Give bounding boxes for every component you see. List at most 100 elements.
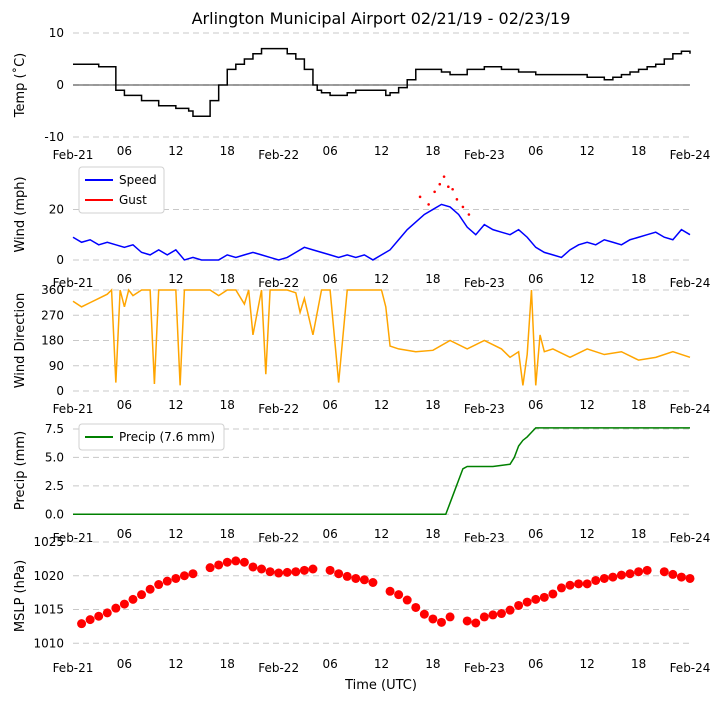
mslp-point	[214, 560, 224, 570]
x-tick-label: 06	[322, 272, 337, 286]
x-tick-label: 18	[425, 398, 440, 412]
x-tick-label: Feb-22	[258, 276, 299, 290]
mslp-point	[445, 612, 455, 622]
mslp-point	[574, 579, 584, 589]
mslp-point	[591, 575, 601, 585]
x-tick-label: 06	[322, 657, 337, 671]
mslp-point	[428, 614, 438, 624]
gust-point	[467, 213, 471, 216]
mslp-point	[582, 579, 592, 589]
mslp-point	[402, 595, 412, 605]
y-tick-label: 7.5	[45, 422, 64, 436]
x-tick-label: 18	[425, 144, 440, 158]
x-tick-label: Feb-23	[464, 661, 505, 675]
mslp-point	[274, 568, 284, 578]
mslp-point	[85, 615, 95, 625]
gust-point	[418, 195, 422, 199]
mslp-point	[299, 565, 309, 575]
mslp-point	[359, 575, 369, 585]
mslp-point	[608, 572, 618, 582]
mslp-point	[308, 564, 318, 574]
mslp-point	[342, 571, 352, 581]
y-tick-label: 20	[49, 202, 64, 216]
mslp-point	[77, 619, 87, 629]
x-tick-label: 18	[631, 272, 646, 286]
series-line-speed	[72, 203, 691, 261]
mslp-point	[102, 608, 112, 618]
x-tick-label: 18	[220, 657, 235, 671]
mslp-point	[351, 573, 361, 583]
x-tick-label: 18	[425, 657, 440, 671]
y-tick-label: 2.5	[45, 479, 64, 493]
gust-point	[427, 203, 430, 206]
x-tick-label: 06	[322, 527, 337, 541]
x-tick-label: 12	[168, 527, 183, 541]
x-tick-label: 12	[168, 398, 183, 412]
x-tick-label: 12	[374, 527, 389, 541]
y-tick-label: 1010	[33, 636, 64, 650]
mslp-point	[522, 597, 532, 607]
chart-title: Arlington Municipal Airport 02/21/19 - 0…	[192, 9, 571, 28]
x-tick-label: 12	[168, 144, 183, 158]
y-axis-label-mslp: MSLP (hPa)	[13, 560, 28, 632]
legend-box	[78, 423, 225, 451]
mslp-point	[634, 567, 644, 577]
panel-wind: 0 20 Feb-21 06 12 18 Feb-22 06 12 18 Feb-23 06 12 18 F…	[13, 166, 711, 290]
x-tick-label: 06	[528, 272, 543, 286]
mslp-point	[368, 578, 378, 587]
mslp-point	[162, 576, 172, 586]
legend-label: Precip (7.6 mm)	[119, 430, 215, 444]
x-tick-label: 06	[322, 144, 337, 158]
mslp-point	[171, 573, 181, 583]
x-tick-label: Feb-23	[464, 276, 505, 290]
x-tick-label: 06	[117, 144, 132, 158]
mslp-point	[334, 569, 344, 579]
gust-point	[455, 198, 459, 201]
y-tick-label: 5.0	[45, 450, 64, 464]
mslp-point	[222, 557, 232, 567]
y-tick-label: 10	[49, 26, 64, 40]
panel-mslp: 1010 1015 1020 1025 Feb-21 06 12 18 Feb-22 06 12 18…	[13, 535, 710, 675]
mslp-point	[676, 572, 686, 582]
mslp-point	[685, 573, 695, 583]
series-line-direction	[72, 288, 691, 386]
x-tick-label: 06	[528, 657, 543, 671]
x-tick-label: 06	[117, 272, 132, 286]
x-tick-label: 18	[425, 272, 440, 286]
x-tick-label: 12	[374, 398, 389, 412]
mslp-point	[154, 580, 164, 590]
x-tick-label: 18	[220, 527, 235, 541]
x-tick-label: Feb-21	[53, 276, 94, 290]
x-tick-label: 18	[631, 527, 646, 541]
y-axis-label-wind: Wind (mph)	[13, 176, 28, 252]
mslp-point	[265, 567, 275, 577]
x-tick-label: 06	[322, 398, 337, 412]
x-tick-label: 12	[374, 657, 389, 671]
x-tick-label: 18	[631, 144, 646, 158]
y-tick-label: 0.0	[45, 507, 64, 521]
x-tick-label: 12	[580, 527, 595, 541]
series-line-temp	[73, 47, 691, 117]
mslp-point	[419, 609, 429, 619]
mslp-point	[436, 617, 446, 627]
x-tick-label: Feb-24	[670, 531, 711, 545]
mslp-point	[231, 556, 241, 566]
x-tick-label: 18	[220, 144, 235, 158]
x-tick-label: 12	[374, 272, 389, 286]
mslp-point	[505, 605, 515, 615]
panel-dir: 0 90 180 270 360 Feb-21 06 12 18 Feb-22 06 12 18 Feb-…	[13, 283, 710, 416]
mslp-point	[188, 569, 198, 579]
y-axis-label-temp: Temp (˚C)	[12, 53, 28, 119]
y-tick-label: 1015	[33, 603, 64, 617]
y-axis-label-dir: Wind Direction	[13, 293, 28, 389]
y-tick-label: 1020	[33, 569, 64, 583]
mslp-point	[471, 618, 481, 628]
x-tick-label: Feb-24	[670, 276, 711, 290]
mslp-point	[145, 584, 155, 594]
y-tick-label: -10	[44, 130, 64, 144]
x-tick-label: Feb-24	[670, 661, 711, 675]
mslp-point	[616, 570, 626, 580]
mslp-point	[496, 609, 506, 619]
mslp-point	[119, 599, 129, 609]
